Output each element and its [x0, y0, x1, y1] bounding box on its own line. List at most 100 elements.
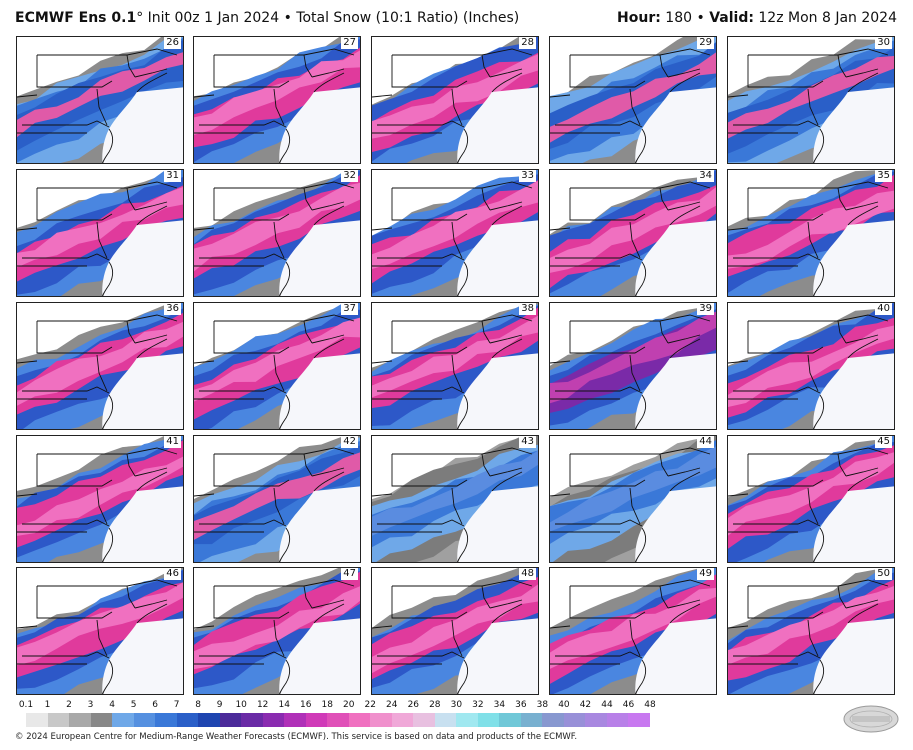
ensemble-member-panel: 37 [193, 302, 361, 430]
legend-tick-label: 30 [450, 700, 463, 710]
state-border [748, 585, 847, 609]
state-border [569, 586, 646, 619]
state-border [136, 471, 168, 492]
degree-mark: ° [136, 10, 144, 26]
snowfall-map [728, 568, 894, 694]
state-border [214, 585, 313, 609]
state-border [489, 201, 523, 211]
state-border [733, 120, 821, 128]
legend-swatch [563, 713, 586, 727]
legend-swatch [133, 713, 156, 727]
state-border [372, 94, 393, 98]
state-border [635, 261, 647, 296]
legend-tick-label: 4 [109, 700, 115, 710]
state-border [669, 603, 701, 624]
ocean-area [457, 87, 538, 163]
state-border [837, 314, 889, 322]
member-number: 32 [341, 170, 358, 182]
state-border [279, 261, 291, 296]
legend-swatch [305, 713, 328, 727]
state-border [22, 386, 110, 394]
state-border [457, 128, 469, 163]
state-border [457, 659, 469, 694]
state-border [845, 334, 879, 344]
state-border [311, 467, 345, 477]
legend-tick-label: 18 [321, 700, 333, 710]
state-border [629, 221, 641, 259]
member-number: 41 [164, 436, 181, 448]
snow-contour [17, 456, 183, 536]
state-border [102, 659, 114, 694]
state-border [313, 205, 345, 226]
state-border [214, 453, 313, 477]
legend-swatch [47, 713, 70, 727]
state-border [199, 519, 287, 527]
state-border [813, 659, 825, 694]
state-border [36, 188, 113, 221]
valid-time-info: Hour: 180 • Valid: 12z Mon 8 Jan 2024 [617, 10, 897, 26]
ocean-area [279, 486, 360, 562]
state-border [303, 314, 355, 322]
state-border [102, 527, 114, 562]
legend-tick-label: 46 [622, 700, 635, 710]
snowfall-map [194, 436, 360, 562]
legend-tick-label: 26 [407, 700, 420, 710]
state-border [847, 603, 879, 624]
state-border [273, 354, 285, 392]
legend-swatch [348, 713, 371, 727]
legend-swatch [370, 713, 393, 727]
state-border [667, 599, 701, 609]
legend-swatch [155, 713, 178, 727]
state-border [733, 519, 821, 527]
state-border [96, 619, 108, 657]
state-border [36, 586, 113, 619]
ensemble-member-panel: 35 [727, 169, 895, 297]
legend-swatch [26, 713, 49, 727]
state-border [313, 603, 345, 624]
legend-swatch [520, 713, 543, 727]
state-border [491, 338, 523, 359]
state-border [669, 205, 701, 226]
ensemble-member-panel: 31 [16, 169, 184, 297]
ocean-area [813, 353, 894, 429]
legend-swatch [284, 713, 307, 727]
state-border [372, 493, 393, 497]
state-border [102, 128, 114, 163]
state-border [491, 205, 523, 226]
snowfall-map [550, 568, 716, 694]
snow-contour [194, 317, 360, 402]
state-border [36, 454, 113, 487]
state-border [569, 321, 646, 354]
snow-contour [194, 50, 360, 135]
state-border [273, 88, 285, 126]
ocean-area [102, 353, 183, 429]
title-separator: • [283, 10, 292, 26]
state-border [279, 128, 291, 163]
state-border [126, 314, 178, 322]
state-border [451, 88, 463, 126]
legend-tick-label: 20 [343, 700, 355, 710]
ocean-area [635, 618, 716, 694]
state-border [126, 447, 178, 455]
member-number: 46 [164, 568, 181, 580]
ensemble-panel-grid: 26 31 36 41 46 27 32 37 42 47 28 33 38 43 48 29 34 39 44 49… [16, 36, 895, 695]
ocean-area [279, 618, 360, 694]
state-border [126, 579, 178, 587]
ocean-area [457, 618, 538, 694]
state-border [569, 188, 646, 221]
snow-contour [372, 315, 538, 398]
ensemble-member-panel: 32 [193, 169, 361, 297]
state-border [813, 261, 825, 296]
ensemble-member-panel: 26 [16, 36, 184, 164]
ensemble-member-panel: 48 [371, 567, 539, 695]
legend-tick-label: 9 [216, 700, 223, 710]
member-number: 50 [875, 568, 892, 580]
state-border [377, 386, 465, 394]
state-border [377, 120, 465, 128]
state-border [279, 394, 291, 429]
ocean-area [457, 220, 538, 296]
state-border [392, 320, 491, 344]
state-border [372, 625, 393, 629]
snowfall-map [17, 170, 183, 296]
snowfall-map [17, 303, 183, 429]
